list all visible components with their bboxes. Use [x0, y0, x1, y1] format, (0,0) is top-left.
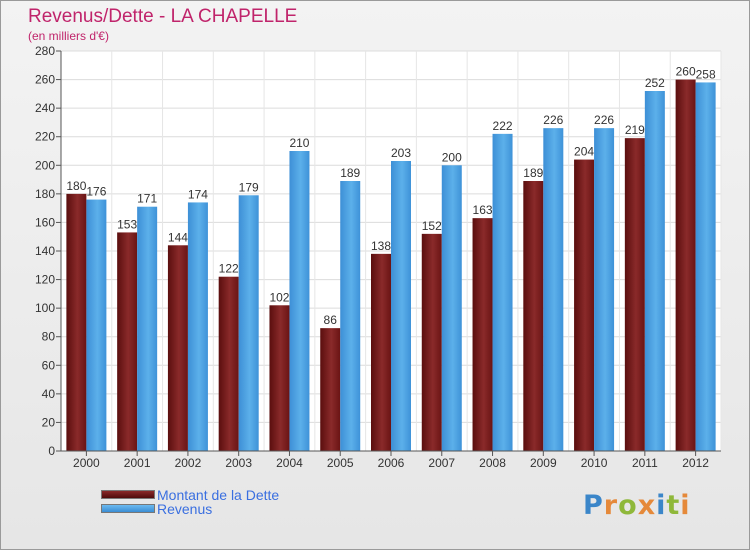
data-label-revenue: 200 — [442, 150, 462, 164]
bar-revenue — [594, 128, 615, 451]
logo-letter: t — [666, 490, 681, 521]
data-label-debt: 102 — [269, 290, 289, 304]
bar-revenue — [644, 91, 665, 451]
chart-subtitle: (en milliers d'€) — [28, 29, 109, 43]
data-label-debt: 152 — [422, 219, 442, 233]
x-tick-label: 2008 — [479, 456, 506, 470]
legend-label-debt: Montant de la Dette — [157, 487, 280, 503]
x-tick-label: 2009 — [530, 456, 557, 470]
y-tick-label: 260 — [35, 73, 55, 87]
data-label-debt: 86 — [324, 313, 338, 327]
logo-letter: i — [656, 490, 667, 521]
x-tick-label: 2004 — [276, 456, 303, 470]
data-label-debt: 219 — [625, 123, 645, 137]
y-tick-label: 200 — [35, 158, 55, 172]
bar-revenue — [391, 161, 411, 451]
bar-debt — [523, 181, 544, 451]
y-tick-label: 280 — [35, 44, 55, 58]
bar-revenue — [441, 165, 462, 452]
bars-layer — [66, 79, 716, 452]
bar-debt — [320, 328, 341, 451]
bar-revenue — [543, 128, 564, 451]
logo-letter: o — [618, 490, 638, 521]
data-label-revenue: 171 — [137, 192, 157, 206]
data-label-debt: 204 — [574, 145, 594, 159]
x-tick-label: 2000 — [73, 456, 100, 470]
data-label-revenue: 189 — [340, 166, 360, 180]
bar-revenue — [695, 82, 716, 451]
data-label-revenue: 179 — [239, 180, 259, 194]
legend-swatch-debt — [101, 490, 155, 499]
data-label-debt: 260 — [676, 65, 696, 79]
y-tick-label: 180 — [35, 187, 55, 201]
data-label-revenue: 222 — [493, 119, 513, 133]
data-label-debt: 163 — [473, 203, 493, 217]
y-tick-label: 40 — [42, 387, 56, 401]
data-label-debt: 189 — [523, 166, 543, 180]
bar-revenue — [137, 206, 158, 451]
logo-letter: P — [583, 490, 604, 521]
data-label-revenue: 226 — [543, 113, 563, 127]
x-tick-label: 2012 — [682, 456, 709, 470]
bar-revenue — [238, 195, 259, 451]
x-tick-label: 2010 — [581, 456, 608, 470]
x-tick-label: 2007 — [428, 456, 455, 470]
bar-debt — [574, 159, 595, 452]
x-tick-label: 2006 — [378, 456, 405, 470]
bar-debt — [675, 79, 696, 452]
data-label-debt: 144 — [168, 230, 188, 244]
data-label-revenue: 174 — [188, 187, 208, 201]
data-label-revenue: 176 — [86, 185, 106, 199]
bar-debt — [117, 232, 138, 451]
bar-revenue — [289, 151, 310, 451]
y-tick-label: 140 — [35, 244, 55, 258]
y-tick-label: 240 — [35, 101, 55, 115]
y-tick-label: 80 — [42, 330, 56, 344]
logo-letter: r — [603, 490, 619, 521]
data-label-revenue: 258 — [696, 67, 716, 81]
x-tick-label: 2001 — [124, 456, 151, 470]
data-label-debt: 138 — [371, 239, 391, 253]
y-tick-label: 20 — [42, 415, 56, 429]
data-label-debt: 153 — [117, 217, 137, 231]
bar-debt — [624, 138, 645, 451]
y-tick-label: 0 — [48, 444, 55, 458]
bar-revenue — [86, 199, 107, 451]
bar-debt — [218, 276, 239, 451]
x-tick-label: 2011 — [632, 456, 658, 470]
bar-revenue — [340, 181, 361, 451]
legend-swatch-revenue — [101, 504, 155, 513]
x-tick-label: 2002 — [175, 456, 202, 470]
data-label-revenue: 252 — [645, 76, 665, 90]
y-tick-label: 120 — [35, 273, 55, 287]
y-tick-label: 60 — [42, 358, 56, 372]
bar-debt — [472, 218, 493, 451]
legend-label-revenue: Revenus — [157, 501, 213, 517]
bar-debt — [167, 245, 188, 451]
data-label-debt: 122 — [219, 262, 239, 276]
bar-debt — [66, 193, 87, 451]
x-tick-label: 2005 — [327, 456, 354, 470]
y-tick-label: 220 — [35, 130, 55, 144]
bar-revenue — [492, 133, 513, 451]
proxiti-logo: Proxiti — [583, 490, 691, 521]
bar-debt — [421, 233, 442, 451]
x-tick-label: 2003 — [225, 456, 252, 470]
bar-debt — [269, 305, 290, 451]
chart-title: Revenus/Dette - LA CHAPELLE — [28, 6, 298, 27]
logo-letter: x — [637, 490, 657, 521]
data-label-revenue: 210 — [289, 136, 309, 150]
y-tick-label: 160 — [35, 215, 55, 229]
data-label-revenue: 203 — [391, 146, 411, 160]
logo-letter: i — [680, 490, 691, 521]
data-label-debt: 180 — [66, 179, 86, 193]
data-label-revenue: 226 — [594, 113, 614, 127]
y-tick-label: 100 — [35, 301, 55, 315]
axis-layer: 0 20 40 60 80 100 120 140 160 180 200 220 240 260 280 2… — [35, 44, 721, 470]
bar-revenue — [187, 202, 208, 451]
bar-debt — [371, 253, 391, 451]
